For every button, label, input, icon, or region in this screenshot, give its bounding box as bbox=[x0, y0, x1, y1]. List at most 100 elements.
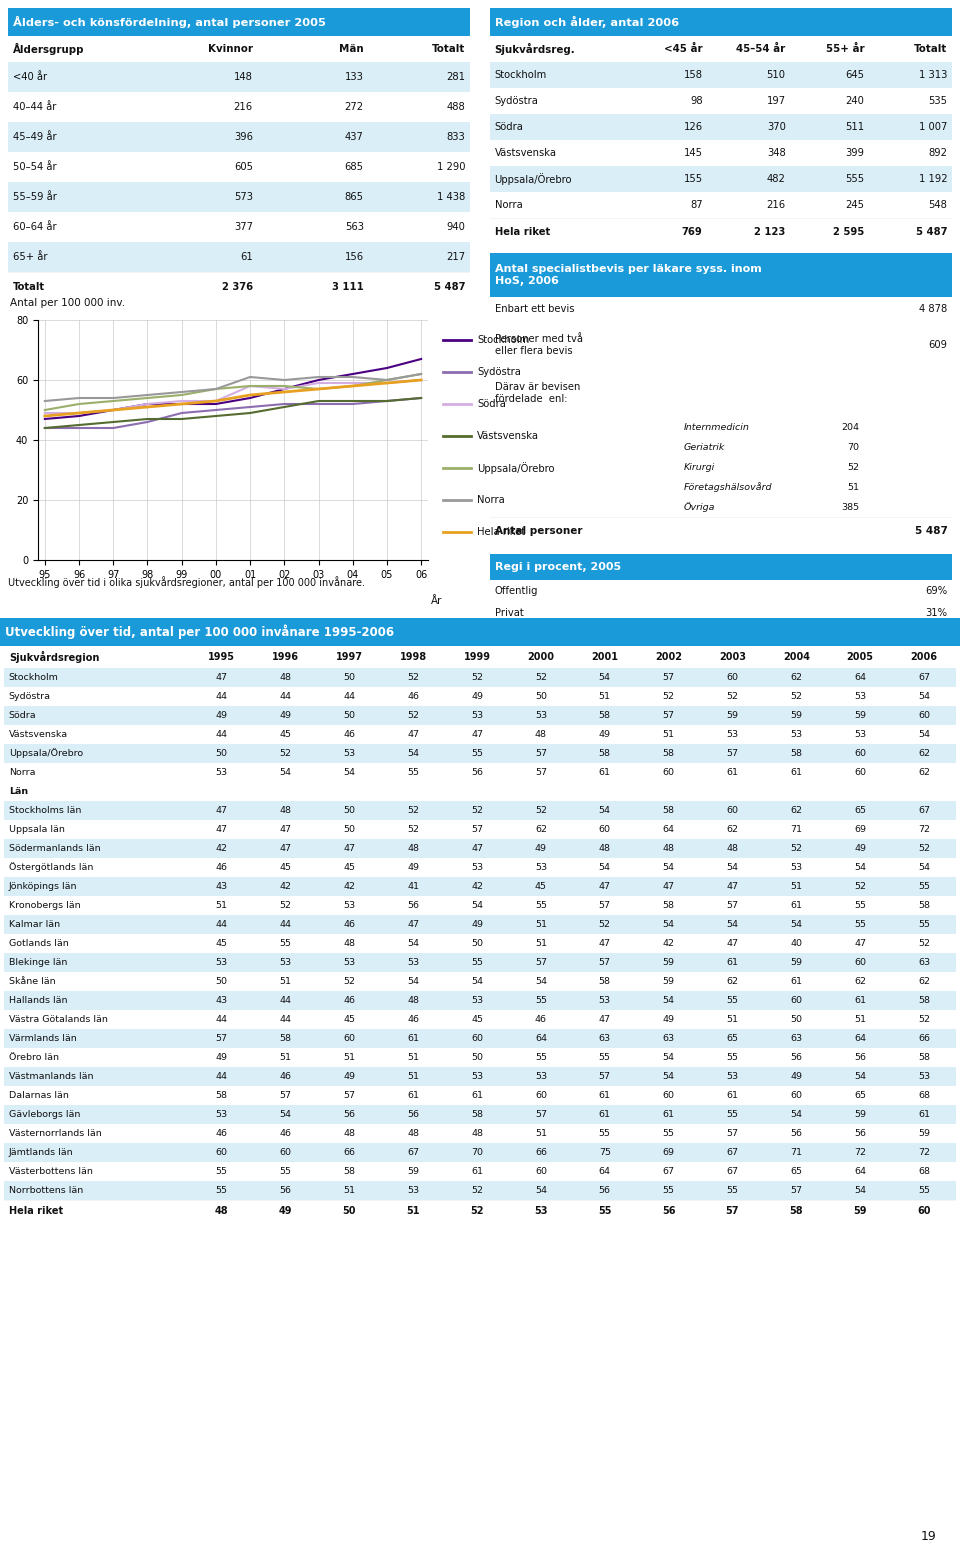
Text: 52: 52 bbox=[790, 845, 803, 852]
Text: 1 192: 1 192 bbox=[919, 174, 948, 184]
Text: 56: 56 bbox=[344, 1110, 355, 1119]
Text: 45–49 år: 45–49 år bbox=[12, 131, 57, 142]
Text: 58: 58 bbox=[662, 806, 675, 815]
Text: 58: 58 bbox=[918, 996, 930, 1005]
Text: 56: 56 bbox=[790, 1129, 803, 1138]
Text: 48: 48 bbox=[279, 806, 292, 815]
Text: 281: 281 bbox=[446, 73, 466, 82]
Text: 216: 216 bbox=[233, 102, 252, 113]
Text: 54: 54 bbox=[407, 749, 420, 758]
Text: 70: 70 bbox=[848, 443, 859, 451]
Text: 87: 87 bbox=[690, 201, 703, 210]
Text: 58: 58 bbox=[344, 1167, 355, 1177]
Text: 52: 52 bbox=[535, 806, 547, 815]
Text: 66: 66 bbox=[344, 1149, 355, 1156]
Text: Totalt: Totalt bbox=[12, 283, 45, 292]
Text: 61: 61 bbox=[790, 767, 803, 777]
Text: 46: 46 bbox=[535, 1014, 547, 1024]
Text: 158: 158 bbox=[684, 69, 703, 80]
Text: Därav är bevisen
fördelade  enl:: Därav är bevisen fördelade enl: bbox=[494, 383, 580, 405]
Text: Regi i procent, 2005: Regi i procent, 2005 bbox=[494, 562, 621, 571]
Text: 53: 53 bbox=[471, 863, 483, 872]
Text: Internmedicin: Internmedicin bbox=[684, 423, 750, 431]
Text: 54: 54 bbox=[471, 902, 483, 909]
Text: 43: 43 bbox=[215, 882, 228, 891]
Text: 48: 48 bbox=[279, 673, 292, 682]
Text: 48: 48 bbox=[344, 939, 355, 948]
Text: 55: 55 bbox=[535, 902, 547, 909]
Text: 63: 63 bbox=[662, 1034, 675, 1044]
Text: 54: 54 bbox=[344, 767, 355, 777]
Text: 61: 61 bbox=[407, 1092, 420, 1099]
Text: 377: 377 bbox=[234, 222, 252, 232]
Text: Södermanlands län: Södermanlands län bbox=[9, 845, 101, 852]
Text: 60: 60 bbox=[727, 806, 738, 815]
Text: 59: 59 bbox=[854, 1110, 866, 1119]
Text: 52: 52 bbox=[471, 673, 483, 682]
Text: 46: 46 bbox=[216, 863, 228, 872]
Text: 56: 56 bbox=[471, 767, 483, 777]
Text: 5 487: 5 487 bbox=[434, 283, 466, 292]
Text: 61: 61 bbox=[471, 1167, 483, 1177]
Text: 53: 53 bbox=[344, 957, 355, 967]
Text: 44: 44 bbox=[279, 1014, 292, 1024]
Text: Kirurgi: Kirurgi bbox=[684, 463, 715, 471]
Text: 40: 40 bbox=[790, 939, 803, 948]
Text: 52: 52 bbox=[535, 673, 547, 682]
Text: 55: 55 bbox=[662, 1129, 675, 1138]
Text: 1 007: 1 007 bbox=[919, 122, 948, 131]
Text: 42: 42 bbox=[471, 882, 483, 891]
Text: 53: 53 bbox=[471, 710, 483, 720]
Text: 52: 52 bbox=[407, 824, 420, 834]
Text: 555: 555 bbox=[845, 174, 864, 184]
Text: 75: 75 bbox=[599, 1149, 611, 1156]
Text: 51: 51 bbox=[848, 482, 859, 491]
Text: 57: 57 bbox=[599, 1072, 611, 1081]
Text: Gävleborgs län: Gävleborgs län bbox=[9, 1110, 80, 1119]
Text: 52: 52 bbox=[407, 673, 420, 682]
Text: 45: 45 bbox=[471, 1014, 483, 1024]
Text: 60: 60 bbox=[790, 1092, 803, 1099]
Text: 49: 49 bbox=[279, 710, 292, 720]
Text: 55: 55 bbox=[662, 1186, 675, 1195]
Text: 5 487: 5 487 bbox=[915, 527, 948, 536]
Text: 53: 53 bbox=[790, 730, 803, 740]
Text: 60: 60 bbox=[790, 996, 803, 1005]
Text: Värmlands län: Värmlands län bbox=[9, 1034, 77, 1044]
Text: Västerbottens län: Västerbottens län bbox=[9, 1167, 92, 1177]
Text: 57: 57 bbox=[599, 902, 611, 909]
Text: 511: 511 bbox=[845, 122, 864, 131]
Text: 769: 769 bbox=[682, 227, 703, 236]
Text: 62: 62 bbox=[727, 824, 738, 834]
Text: Sjukvårdsreg.: Sjukvårdsreg. bbox=[494, 43, 575, 56]
Text: 47: 47 bbox=[279, 845, 292, 852]
Text: 56: 56 bbox=[790, 1053, 803, 1062]
Text: 45–54 år: 45–54 år bbox=[736, 43, 785, 54]
Text: Norra: Norra bbox=[9, 767, 36, 777]
Text: Sydöstra: Sydöstra bbox=[9, 692, 51, 701]
Text: 385: 385 bbox=[842, 502, 859, 511]
Text: 54: 54 bbox=[918, 692, 930, 701]
Text: 46: 46 bbox=[344, 996, 355, 1005]
Text: Hallands län: Hallands län bbox=[9, 996, 67, 1005]
Text: Stockholms län: Stockholms län bbox=[9, 806, 82, 815]
Text: Stockholm: Stockholm bbox=[494, 69, 547, 80]
Text: 155: 155 bbox=[684, 174, 703, 184]
Text: 44: 44 bbox=[216, 920, 228, 929]
Text: 609: 609 bbox=[928, 340, 948, 350]
Text: 240: 240 bbox=[846, 96, 864, 107]
Text: 60–64 år: 60–64 år bbox=[12, 222, 57, 232]
Text: 2 376: 2 376 bbox=[222, 283, 252, 292]
Text: 66: 66 bbox=[918, 1034, 930, 1044]
Text: 50–54 år: 50–54 år bbox=[12, 162, 57, 171]
Text: 1 313: 1 313 bbox=[919, 69, 948, 80]
Text: 44: 44 bbox=[279, 920, 292, 929]
Text: 47: 47 bbox=[471, 845, 483, 852]
Text: Västmanlands län: Västmanlands län bbox=[9, 1072, 93, 1081]
Text: 833: 833 bbox=[446, 131, 466, 142]
Text: 61: 61 bbox=[599, 767, 611, 777]
Text: Jönköpings län: Jönköpings län bbox=[9, 882, 77, 891]
Text: 61: 61 bbox=[790, 977, 803, 987]
Text: 57: 57 bbox=[727, 902, 738, 909]
Text: 48: 48 bbox=[662, 845, 675, 852]
